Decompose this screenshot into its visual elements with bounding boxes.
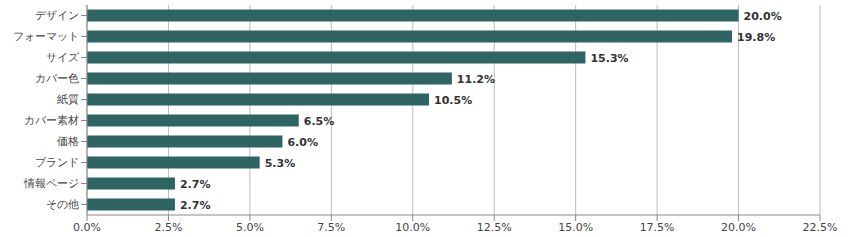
svg-text:2.5%: 2.5% [154, 221, 182, 234]
svg-text:15.3%: 15.3% [590, 52, 628, 65]
svg-text:ブランド: ブランド [35, 156, 79, 169]
svg-text:0.0%: 0.0% [73, 221, 101, 234]
svg-text:20.0%: 20.0% [744, 10, 782, 23]
svg-text:6.5%: 6.5% [304, 115, 335, 128]
svg-text:17.5%: 17.5% [640, 221, 675, 234]
svg-text:22.5%: 22.5% [803, 221, 838, 234]
svg-text:12.5%: 12.5% [477, 221, 512, 234]
svg-text:6.0%: 6.0% [287, 136, 318, 149]
svg-text:11.2%: 11.2% [457, 73, 495, 86]
svg-text:サイズ: サイズ [46, 51, 80, 64]
svg-text:7.5%: 7.5% [317, 221, 345, 234]
svg-text:19.8%: 19.8% [737, 31, 775, 44]
svg-text:15.0%: 15.0% [558, 221, 593, 234]
svg-text:5.3%: 5.3% [265, 157, 296, 170]
svg-text:フォーマット: フォーマット [13, 30, 79, 43]
svg-text:カバー色: カバー色 [35, 72, 79, 85]
svg-text:20.0%: 20.0% [721, 221, 756, 234]
svg-text:デザイン: デザイン [35, 9, 79, 22]
svg-text:10.5%: 10.5% [434, 94, 472, 107]
svg-text:情報ページ: 情報ページ [23, 177, 79, 190]
svg-text:5.0%: 5.0% [236, 221, 264, 234]
svg-text:2.7%: 2.7% [180, 199, 211, 212]
svg-text:その他: その他 [46, 198, 79, 211]
svg-text:カバー素材: カバー素材 [24, 114, 79, 127]
svg-text:10.0%: 10.0% [395, 221, 430, 234]
svg-text:2.7%: 2.7% [180, 178, 211, 191]
svg-text:紙質: 紙質 [57, 93, 79, 106]
svg-text:価格: 価格 [57, 135, 79, 148]
